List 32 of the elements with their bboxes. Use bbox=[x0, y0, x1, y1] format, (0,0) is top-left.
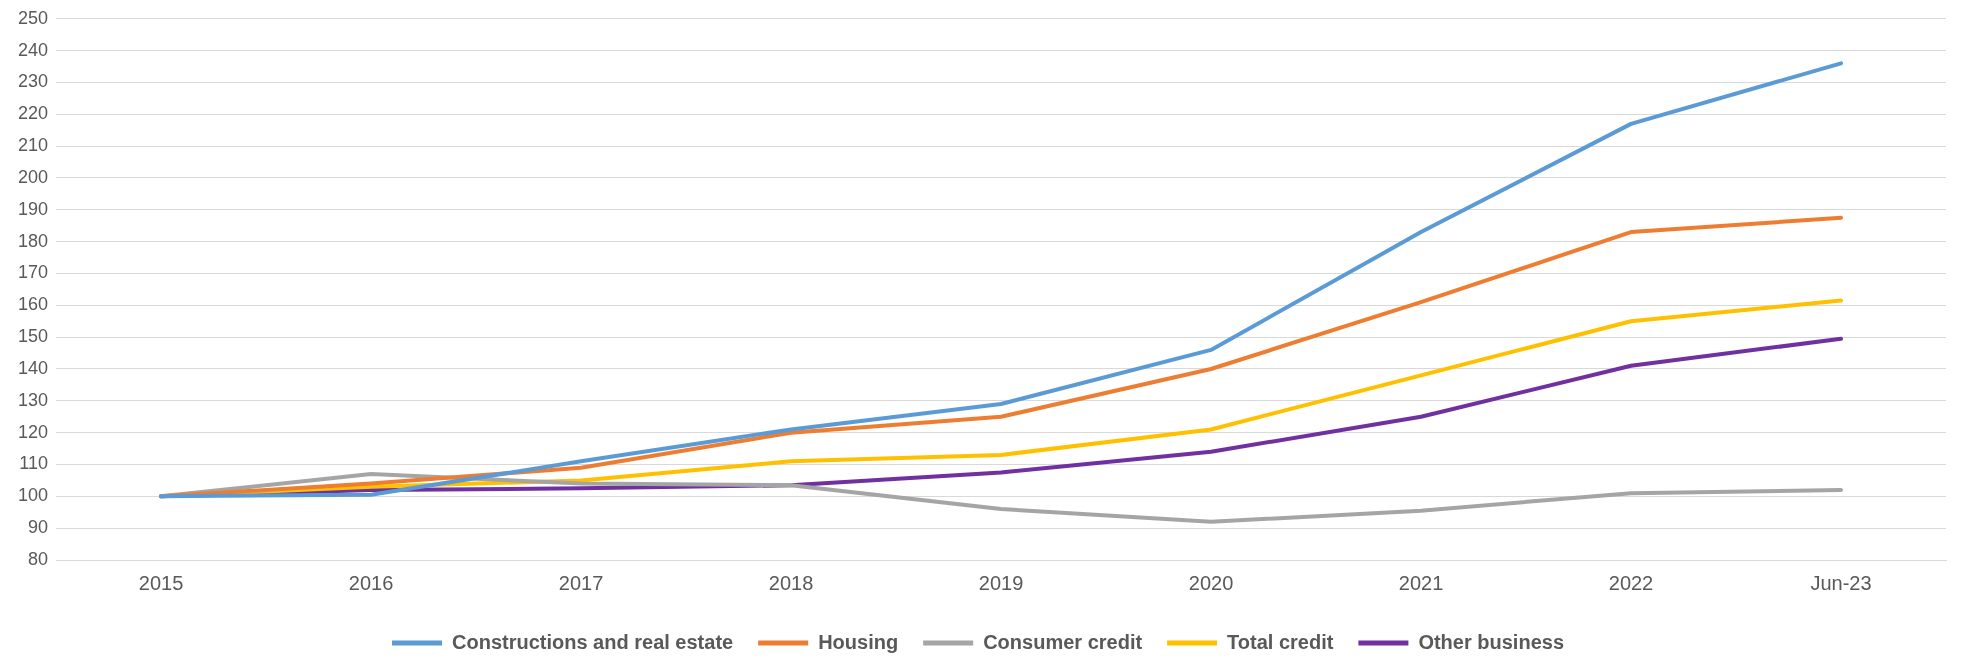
y-tick-label: 210 bbox=[17, 135, 49, 156]
legend-label: Total credit bbox=[1227, 630, 1334, 653]
x-tick-label: Jun-23 bbox=[1810, 571, 1872, 594]
y-tick-label: 150 bbox=[17, 326, 49, 347]
y-tick-label: 90 bbox=[28, 517, 49, 538]
x-tick-label: 2020 bbox=[1188, 571, 1234, 594]
y-tick-label: 240 bbox=[17, 39, 49, 60]
legend-label: Constructions and real estate bbox=[452, 630, 734, 653]
legend-label: Housing bbox=[818, 630, 899, 653]
y-tick-label: 200 bbox=[17, 166, 49, 187]
y-tick-label: 130 bbox=[17, 389, 49, 410]
legend-label: Other business bbox=[1418, 630, 1565, 653]
y-tick-label: 230 bbox=[17, 71, 49, 92]
x-tick-label: 2019 bbox=[978, 571, 1024, 594]
y-tick-label: 250 bbox=[17, 7, 49, 28]
x-tick-label: 2015 bbox=[138, 571, 184, 594]
y-tick-label: 160 bbox=[17, 294, 49, 315]
legend-label: Consumer credit bbox=[983, 630, 1143, 653]
y-tick-label: 80 bbox=[28, 548, 49, 569]
y-tick-label: 220 bbox=[17, 103, 49, 124]
x-tick-label: 2022 bbox=[1608, 571, 1654, 594]
y-tick-label: 170 bbox=[17, 262, 49, 283]
y-tick-label: 180 bbox=[17, 230, 49, 251]
y-tick-label: 120 bbox=[17, 421, 49, 442]
y-tick-label: 110 bbox=[19, 453, 49, 474]
x-tick-label: 2017 bbox=[558, 571, 604, 594]
y-tick-label: 190 bbox=[17, 198, 49, 219]
x-tick-label: 2021 bbox=[1398, 571, 1444, 594]
x-tick-label: 2016 bbox=[348, 571, 394, 594]
y-tick-label: 140 bbox=[17, 357, 49, 378]
y-tick-label: 100 bbox=[17, 485, 49, 506]
x-tick-label: 2018 bbox=[768, 571, 814, 594]
